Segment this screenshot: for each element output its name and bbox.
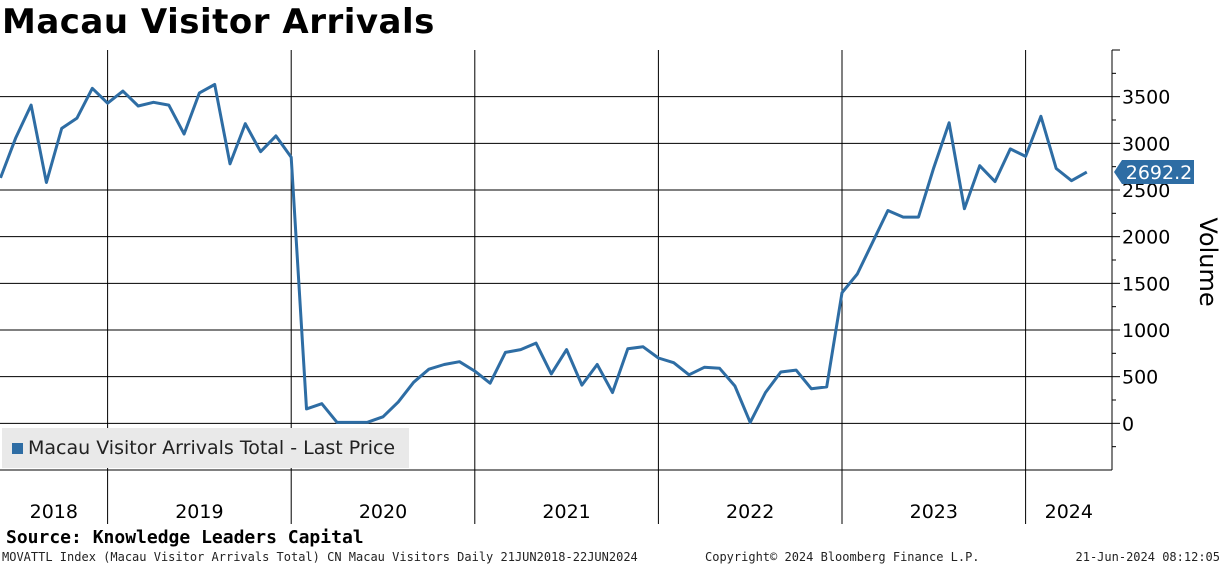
series-line — [0, 83, 1088, 424]
y-tick-label: 1500 — [1122, 273, 1170, 295]
x-tick-label: 2022 — [726, 501, 774, 523]
series-layer — [0, 83, 1088, 424]
y-axis: 0 500 1000 1500 2000 2500 3000 3500 — [1111, 49, 1170, 470]
grid — [0, 50, 1112, 470]
x-tick-label: 2019 — [175, 501, 223, 523]
chart-title: Macau Visitor Arrivals — [2, 2, 435, 42]
y-tick-label: 0 — [1122, 413, 1134, 435]
x-axis: 2018 2019 2020 2021 2022 2023 2024 — [0, 469, 1112, 524]
legend-swatch — [12, 442, 23, 454]
footer-copyright: Copyright© 2024 Bloomberg Finance L.P. — [705, 550, 980, 564]
y-tick-label: 500 — [1122, 367, 1158, 389]
y-tick-label: 2000 — [1122, 227, 1170, 249]
footer-timestamp: 21-Jun-2024 08:12:05 — [1075, 550, 1221, 564]
last-value-marker: 2692.2 — [1114, 160, 1194, 185]
x-tick-label: 2024 — [1045, 501, 1093, 523]
legend: Macau Visitor Arrivals Total - Last Pric… — [2, 428, 409, 468]
y-tick-label: 1000 — [1122, 320, 1170, 342]
y-tick-label: 2500 — [1122, 180, 1170, 202]
y-tick-label: 3500 — [1122, 87, 1170, 109]
y-tick-label: 3000 — [1122, 133, 1170, 155]
last-value-badge — [1114, 160, 1194, 185]
legend-label: Macau Visitor Arrivals Total - Last Pric… — [28, 437, 396, 459]
x-tick-label: 2021 — [542, 501, 590, 523]
x-tick-label: 2020 — [359, 501, 407, 523]
y-axis-label: Volume — [1194, 217, 1222, 306]
footer-index-info: MOVATTL Index (Macau Visitor Arrivals To… — [2, 550, 638, 564]
source-note: Source: Knowledge Leaders Capital — [6, 527, 364, 548]
last-value-label: 2692.2 — [1126, 162, 1192, 184]
x-tick-label: 2023 — [910, 501, 958, 523]
x-tick-label: 2018 — [30, 501, 78, 523]
